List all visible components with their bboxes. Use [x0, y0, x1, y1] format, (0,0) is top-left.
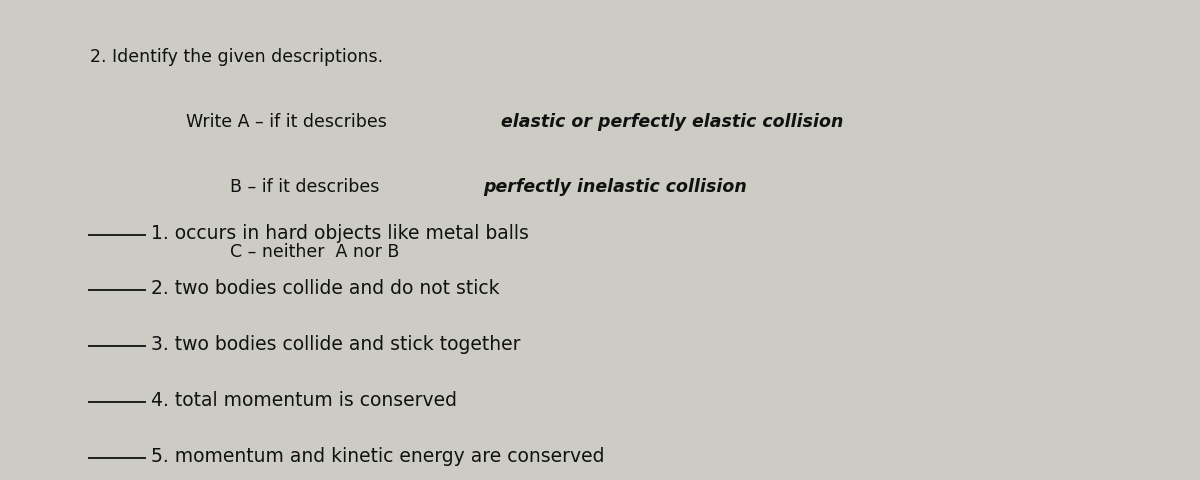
Text: Write A – if it describes: Write A – if it describes [186, 113, 392, 131]
Text: B – if it describes: B – if it describes [230, 178, 385, 195]
Text: 2. two bodies collide and do not stick: 2. two bodies collide and do not stick [151, 279, 500, 298]
Text: 4. total momentum is conserved: 4. total momentum is conserved [151, 390, 457, 409]
Text: elastic or perfectly elastic collision: elastic or perfectly elastic collision [500, 113, 842, 131]
Text: 2. Identify the given descriptions.: 2. Identify the given descriptions. [90, 48, 383, 66]
Text: perfectly inelastic collision: perfectly inelastic collision [484, 178, 748, 195]
Text: 5. momentum and kinetic energy are conserved: 5. momentum and kinetic energy are conse… [151, 446, 605, 465]
Text: 3. two bodies collide and stick together: 3. two bodies collide and stick together [151, 335, 521, 354]
Text: 1. occurs in hard objects like metal balls: 1. occurs in hard objects like metal bal… [151, 223, 529, 242]
Text: C – neither  A nor B: C – neither A nor B [230, 242, 400, 260]
